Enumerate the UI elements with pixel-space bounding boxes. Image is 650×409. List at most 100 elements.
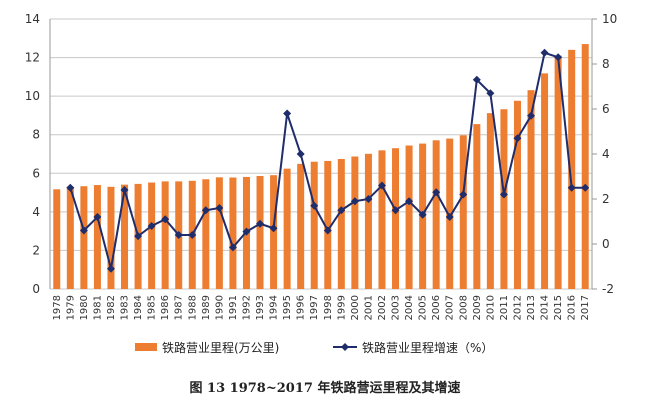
x-tick-label: 2000: [350, 295, 361, 320]
line-point: [418, 210, 427, 219]
bar: [202, 179, 210, 289]
y-left-tick-label: 12: [25, 51, 40, 65]
x-tick-label: 1981: [92, 295, 103, 320]
bar: [53, 189, 61, 289]
x-tick-label: 1989: [201, 295, 212, 320]
y-right-tick-label: 8: [602, 57, 610, 71]
x-tick-label: 2016: [567, 295, 578, 320]
bar: [229, 177, 237, 289]
bar: [581, 44, 589, 290]
x-tick-label: 1982: [106, 295, 117, 320]
x-tick-label: 1980: [79, 295, 90, 320]
line-point: [215, 204, 224, 212]
y-left-tick-label: 4: [32, 205, 40, 219]
x-tick-label: 1985: [147, 295, 158, 320]
bar: [310, 161, 318, 289]
line-point: [296, 150, 305, 158]
legend-bar-swatch: [135, 343, 157, 351]
bar: [121, 184, 129, 289]
x-tick-label: 1993: [255, 295, 266, 320]
x-tick-label: 1986: [160, 295, 171, 320]
line-point: [174, 231, 183, 239]
line-point: [337, 206, 346, 215]
bar: [392, 148, 400, 289]
x-tick-label: 2001: [363, 295, 374, 320]
bar: [337, 159, 345, 289]
line-point: [201, 206, 210, 215]
line-point: [188, 231, 197, 239]
y-right-tick-label: -2: [602, 282, 614, 296]
bar: [66, 186, 74, 289]
bar: [256, 175, 264, 289]
line-point: [540, 48, 549, 57]
bar: [432, 140, 440, 289]
bar: [486, 113, 494, 289]
line-point: [445, 213, 454, 221]
bar: [283, 168, 291, 289]
x-tick-label: 1990: [214, 295, 225, 320]
line-point: [567, 183, 576, 192]
bar: [459, 135, 467, 289]
bar: [324, 160, 332, 289]
y-left-tick-label: 0: [32, 282, 40, 296]
bar: [297, 163, 305, 289]
line-point: [161, 215, 170, 224]
line-point: [486, 89, 495, 98]
line-point: [405, 197, 414, 206]
legend-bar-label: 铁路营业里程(万公里): [162, 340, 279, 355]
line-point: [66, 183, 75, 192]
line-point: [79, 226, 88, 235]
x-tick-label: 2012: [512, 295, 523, 320]
y-right-tick-label: 6: [602, 102, 610, 116]
line-point: [323, 226, 332, 235]
bar: [500, 109, 508, 289]
x-tick-label: 1995: [282, 295, 293, 320]
line-point: [377, 181, 386, 190]
bar: [364, 153, 372, 289]
x-tick-label: 2014: [540, 295, 551, 320]
bar: [554, 55, 562, 290]
line-point: [459, 190, 468, 199]
line-point: [269, 224, 278, 233]
line-point: [93, 213, 102, 221]
legend-line-marker: [341, 343, 349, 351]
x-tick-label: 1991: [228, 295, 239, 320]
y-right-tick-label: 0: [602, 237, 610, 251]
bar: [351, 156, 359, 289]
y-left-tick-label: 8: [32, 128, 40, 142]
x-tick-label: 2005: [418, 295, 429, 320]
y-left-tick-label: 6: [32, 166, 40, 180]
x-tick-label: 1998: [323, 295, 334, 320]
bar: [405, 145, 413, 289]
line-point: [527, 111, 536, 120]
line-point: [242, 227, 251, 236]
bar: [161, 181, 169, 289]
x-tick-label: 2002: [377, 295, 388, 320]
bar: [80, 186, 88, 289]
x-tick-label: 1987: [174, 295, 185, 320]
bar: [215, 177, 223, 289]
legend-line-label: 铁路营业里程增速（%）: [362, 340, 493, 355]
line-point: [391, 206, 400, 215]
x-tick-label: 2006: [431, 295, 442, 320]
line-point: [147, 222, 156, 230]
line-point: [310, 201, 319, 210]
x-tick-label: 1979: [65, 295, 76, 320]
x-tick-label: 1999: [336, 295, 347, 320]
bar: [568, 49, 576, 289]
bar: [473, 124, 481, 289]
x-tick-label: 1996: [296, 295, 307, 320]
bar: [107, 186, 115, 289]
line-point: [134, 232, 143, 241]
bar: [148, 182, 156, 289]
line-point: [228, 243, 237, 252]
x-tick-label: 1994: [269, 295, 280, 320]
line-point: [513, 134, 522, 143]
chart-caption: 图 13 1978~2017 年铁路营运里程及其增速: [190, 380, 461, 396]
line-point: [364, 195, 373, 203]
x-tick-label: 1988: [187, 295, 198, 320]
x-tick-label: 1978: [52, 295, 63, 320]
y-left-tick-label: 10: [25, 89, 40, 103]
line-point: [120, 186, 129, 194]
line-point: [581, 183, 590, 192]
